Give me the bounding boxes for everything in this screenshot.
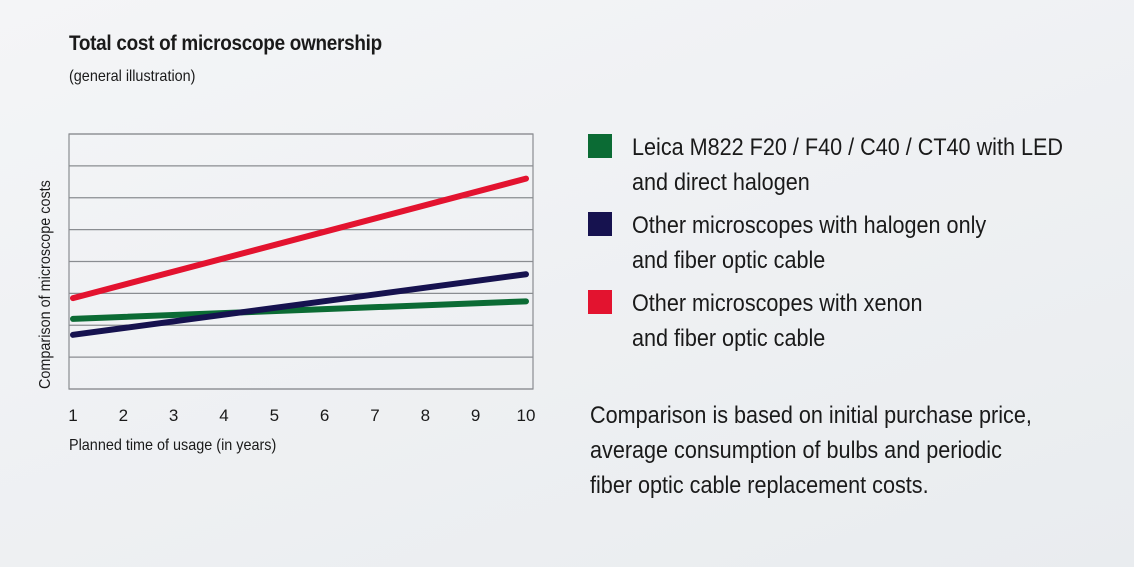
x-tick-label: 2 bbox=[119, 406, 128, 425]
legend: Leica M822 F20 / F40 / C40 / CT40 with L… bbox=[588, 130, 1112, 364]
x-tick-label: 10 bbox=[517, 406, 536, 425]
series-line-0 bbox=[70, 298, 529, 322]
comparison-note: Comparison is based on initial purchase … bbox=[590, 402, 1032, 499]
x-tick-label: 3 bbox=[169, 406, 178, 425]
x-tick-label: 6 bbox=[320, 406, 329, 425]
legend-label: Other microscopes with halogen only and f… bbox=[632, 212, 987, 274]
legend-item-leica: Leica M822 F20 / F40 / C40 / CT40 with L… bbox=[588, 130, 1112, 200]
series-line-2 bbox=[70, 175, 529, 302]
legend-label: Other microscopes with xenon and fiber op… bbox=[632, 290, 923, 352]
x-tick-label: 4 bbox=[219, 406, 228, 425]
x-tick-label: 7 bbox=[370, 406, 379, 425]
chart-title: Total cost of microscope ownership bbox=[69, 32, 382, 55]
chart-subtitle: (general illustration) bbox=[69, 68, 196, 85]
legend-swatch-green bbox=[588, 134, 612, 158]
legend-swatch-navy bbox=[588, 212, 612, 236]
x-tick-label: 9 bbox=[471, 406, 480, 425]
y-axis-label: Comparison of microscope costs bbox=[36, 180, 54, 389]
legend-label: Leica M822 F20 / F40 / C40 / CT40 with L… bbox=[632, 134, 1064, 196]
series-line-1 bbox=[70, 271, 529, 338]
legend-item-xenon: Other microscopes with xenon and fiber op… bbox=[588, 286, 1112, 356]
x-tick-label: 1 bbox=[68, 406, 77, 425]
legend-item-halogen: Other microscopes with halogen only and f… bbox=[588, 208, 1112, 278]
x-tick-label: 5 bbox=[270, 406, 279, 425]
x-tick-label: 8 bbox=[421, 406, 430, 425]
x-axis-label: Planned time of usage (in years) bbox=[69, 436, 276, 454]
legend-swatch-red bbox=[588, 290, 612, 314]
